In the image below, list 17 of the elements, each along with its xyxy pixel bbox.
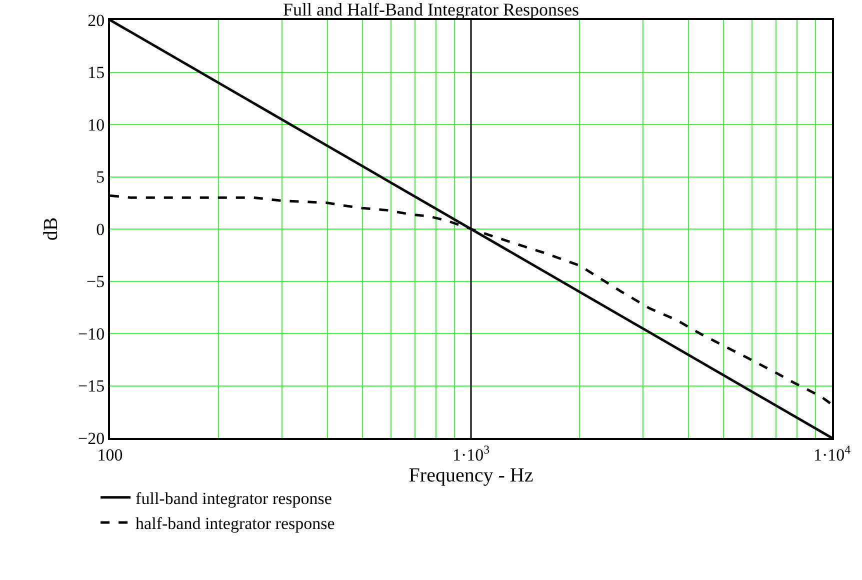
x-tick-label: 1·10$^{4}$ [813, 442, 851, 464]
y-tick-label: 10 [88, 115, 105, 134]
y-tick-label: 20 [88, 10, 105, 30]
legend-label: half-band integrator response [136, 514, 335, 534]
y-tick-label: 0 [96, 220, 105, 239]
y-tick-label: −15 [78, 376, 105, 396]
chart-title: Full and Half-Band Integrator Responses [283, 0, 579, 20]
x-tick-label: 100 [97, 445, 123, 464]
y-tick-label: −5 [86, 272, 105, 292]
y-tick-label: 15 [88, 63, 105, 82]
x-axis-title: Frequency - Hz [408, 464, 534, 486]
x-tick-label: 1·10$^{3}$ [452, 442, 490, 464]
y-axis-title: dB [40, 217, 62, 241]
y-tick-label: −10 [78, 324, 105, 344]
y-tick-label: 5 [96, 168, 105, 187]
y-tick-label: −20 [78, 428, 105, 448]
legend-label: full-band integrator response [136, 488, 332, 508]
